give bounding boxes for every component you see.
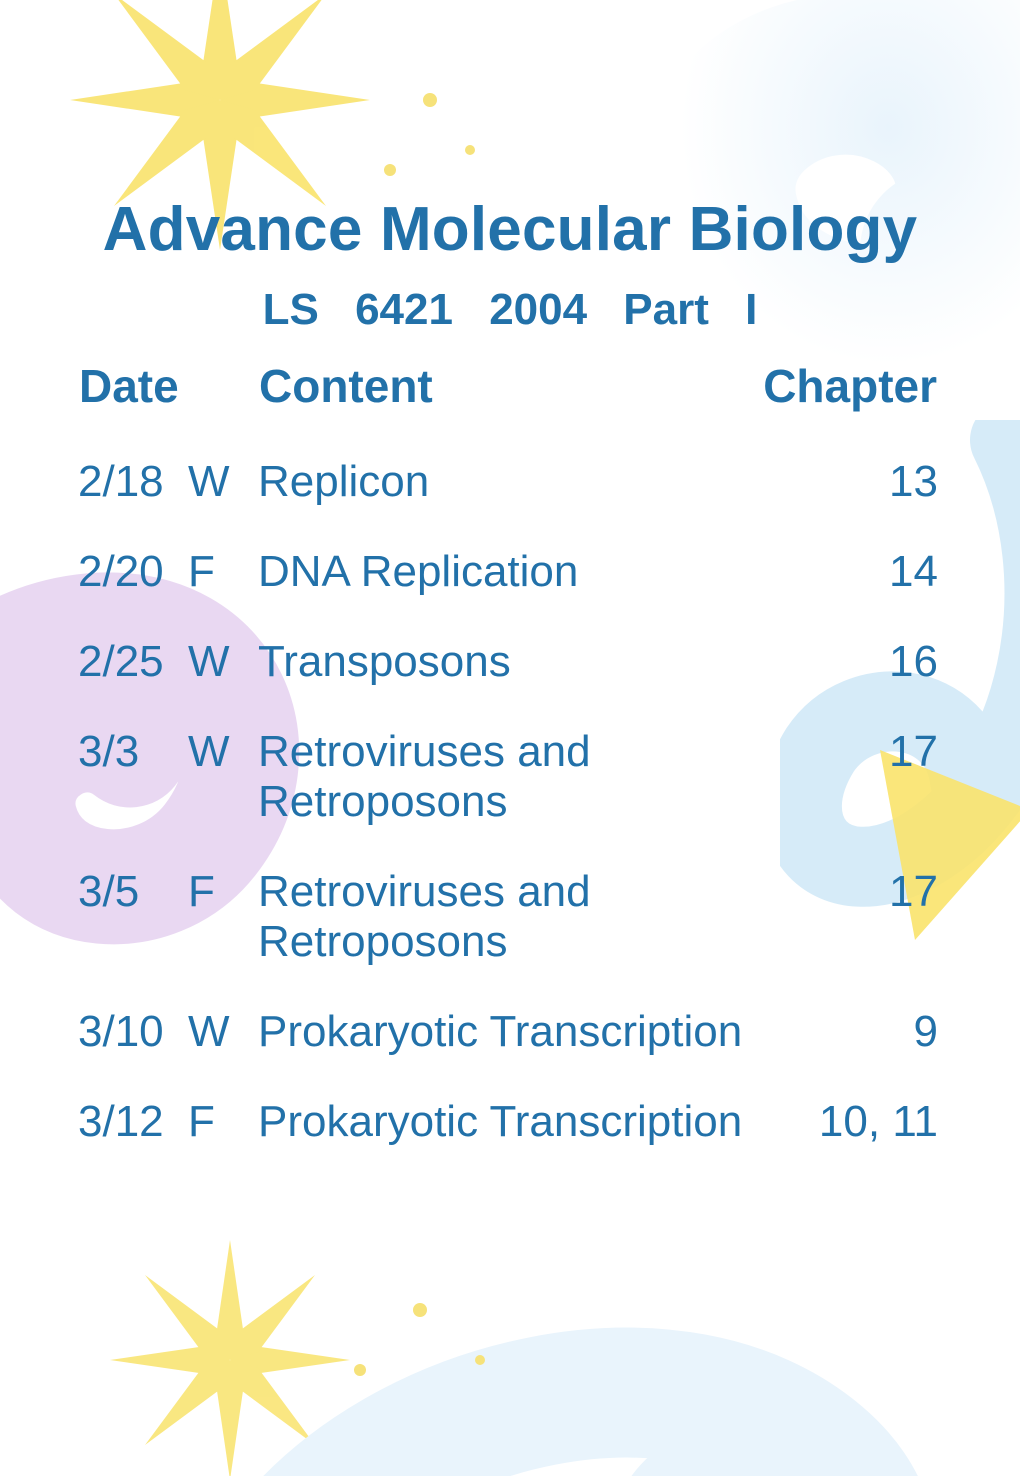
header-chapter: Chapter [762,358,938,437]
table-row: 2/18 W Replicon 13 [78,437,938,527]
cell-content: DNA Replication [258,527,762,617]
slide: Advance Molecular Biology LS 6421 2004 P… [0,0,1020,1476]
cell-chapter: 17 [762,707,938,847]
cell-chapter: 9 [762,987,938,1077]
cell-date: 3/5 [78,847,188,987]
cell-day: W [188,437,258,527]
cell-content: Retroviruses and Retroposons [258,707,762,847]
table-header-row: Date Content Chapter [78,358,938,437]
slide-title: Advance Molecular Biology [0,194,1020,265]
cell-chapter: 16 [762,617,938,707]
cell-chapter: 17 [762,847,938,987]
cell-date: 2/20 [78,527,188,617]
schedule-table: Date Content Chapter 2/18 W Replicon 13 … [78,358,938,1167]
header-content: Content [258,358,762,437]
cell-content: Retroviruses and Retroposons [258,847,762,987]
cell-content: Prokaryotic Transcription [258,987,762,1077]
cell-day: W [188,987,258,1077]
table-row: 3/12 F Prokaryotic Transcription 10, 11 [78,1077,938,1167]
table-row: 3/10 W Prokaryotic Transcription 9 [78,987,938,1077]
content-layer: Advance Molecular Biology LS 6421 2004 P… [0,0,1020,1476]
cell-date: 3/10 [78,987,188,1077]
table-row: 3/5 F Retroviruses and Retroposons 17 [78,847,938,987]
cell-chapter: 14 [762,527,938,617]
cell-day: F [188,1077,258,1167]
cell-content: Prokaryotic Transcription [258,1077,762,1167]
table-row: 2/20 F DNA Replication 14 [78,527,938,617]
cell-date: 3/3 [78,707,188,847]
cell-chapter: 13 [762,437,938,527]
table-row: 3/3 W Retroviruses and Retroposons 17 [78,707,938,847]
cell-day: W [188,707,258,847]
slide-subtitle: LS 6421 2004 Part I [0,285,1020,335]
table-row: 2/25 W Transposons 16 [78,617,938,707]
cell-date: 2/25 [78,617,188,707]
cell-date: 2/18 [78,437,188,527]
header-date: Date [78,358,258,437]
cell-date: 3/12 [78,1077,188,1167]
cell-content: Replicon [258,437,762,527]
cell-chapter: 10, 11 [762,1077,938,1167]
cell-content: Transposons [258,617,762,707]
cell-day: W [188,617,258,707]
cell-day: F [188,847,258,987]
cell-day: F [188,527,258,617]
